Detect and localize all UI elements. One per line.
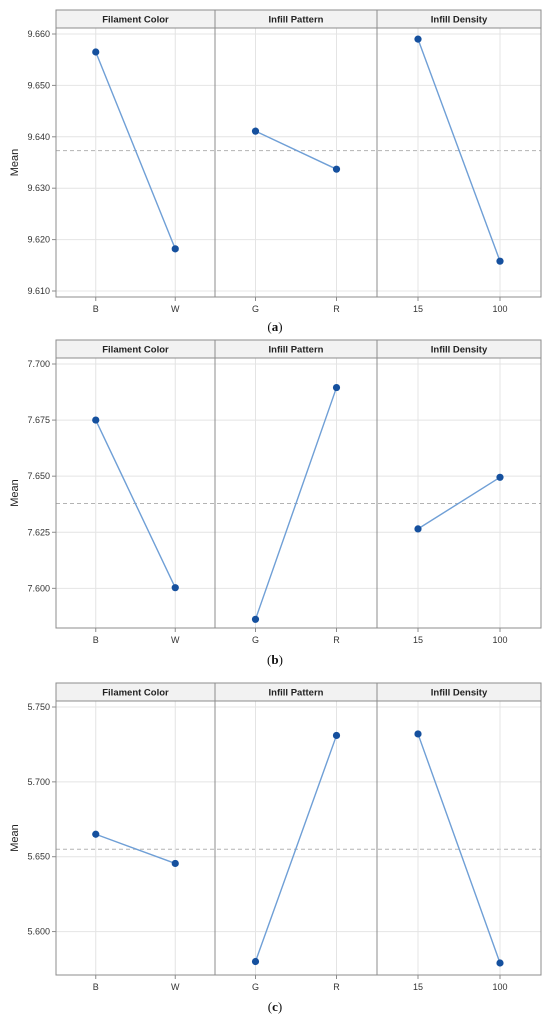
y-tick-label: 9.660 <box>27 29 50 39</box>
caption-close-paren: ) <box>278 319 282 334</box>
x-tick-label: B <box>93 304 99 314</box>
x-tick-label: 15 <box>413 304 423 314</box>
y-tick-label: 7.650 <box>27 471 50 481</box>
series-line <box>417 38 501 262</box>
y-axis-label: Mean <box>9 824 21 852</box>
caption-close-paren: ) <box>279 652 283 667</box>
main-effects-chart-c: 5.600 5.650 5.700 5.750 Mean Filament Color B W… <box>9 682 542 1014</box>
data-point <box>332 165 341 173</box>
series-line <box>95 833 176 865</box>
data-point <box>251 957 260 966</box>
data-point <box>92 416 100 424</box>
x-tick-label: G <box>252 635 259 645</box>
x-tick-label: 15 <box>413 982 423 992</box>
x-tick-label: 100 <box>492 635 507 645</box>
x-tick-label: 100 <box>492 304 507 314</box>
data-point <box>496 257 504 265</box>
x-tick-label: R <box>333 304 340 314</box>
y-tick-label: 7.600 <box>27 583 50 593</box>
panel-title: Filament Color <box>102 15 169 26</box>
data-point <box>92 48 100 56</box>
panel-title: Infill Pattern <box>269 345 324 356</box>
x-tick-label: W <box>171 635 180 645</box>
y-tick-label: 5.700 <box>27 777 50 787</box>
caption-open-paren: ( <box>267 319 271 334</box>
panel-frame-3 <box>376 700 542 976</box>
data-point <box>496 473 504 481</box>
panel-title: Infill Pattern <box>269 15 324 26</box>
caption-letter: b <box>271 652 278 667</box>
x-tick-label: 100 <box>492 982 507 992</box>
panel-frame-1 <box>55 27 216 298</box>
data-point <box>496 959 504 967</box>
x-tick-label: W <box>171 304 180 314</box>
data-point <box>251 127 260 135</box>
series-line <box>417 476 501 530</box>
series-line <box>95 51 176 250</box>
y-axis-label: Mean <box>9 479 21 507</box>
series-line <box>255 130 337 170</box>
data-point <box>332 731 341 740</box>
x-tick-label: G <box>252 304 259 314</box>
y-axis-label: Mean <box>9 149 21 177</box>
panel-title: Infill Pattern <box>269 688 324 699</box>
y-tick-label: 5.600 <box>27 927 50 937</box>
data-point <box>414 525 422 533</box>
x-tick-label: R <box>333 982 340 992</box>
panel-frame-2 <box>214 700 378 976</box>
panel-title: Filament Color <box>102 345 169 356</box>
y-tick-label: 7.675 <box>27 415 50 425</box>
figure-caption: (a) <box>267 319 282 334</box>
y-tick-label: 9.650 <box>27 80 50 90</box>
panel-frame-2 <box>214 27 378 298</box>
panel-frame-1 <box>55 700 216 976</box>
y-tick-label: 9.640 <box>27 132 50 142</box>
y-tick-label: 9.610 <box>27 286 50 296</box>
panel-frame-3 <box>376 27 542 298</box>
data-point <box>414 35 422 43</box>
panel-title: Infill Density <box>431 688 488 699</box>
x-tick-label: B <box>93 635 99 645</box>
series-line <box>417 733 501 964</box>
y-tick-label: 5.750 <box>27 702 50 712</box>
x-tick-label: R <box>333 635 340 645</box>
panel-frame-1 <box>55 357 216 629</box>
data-point <box>414 730 422 738</box>
data-point <box>92 830 100 838</box>
series-line <box>95 419 176 588</box>
data-point <box>251 615 260 623</box>
panel-title: Infill Density <box>431 15 488 26</box>
y-tick-label: 7.700 <box>27 359 50 369</box>
x-tick-label: B <box>93 982 99 992</box>
figure-caption: (b) <box>267 652 283 667</box>
series-line <box>254 387 338 620</box>
y-tick-label: 9.620 <box>27 235 50 245</box>
caption-letter: c <box>272 999 278 1014</box>
panel-title: Infill Density <box>431 345 488 356</box>
main-effects-chart-b: 7.600 7.625 7.650 7.675 7.700 Mean Filament Co… <box>9 339 542 667</box>
y-tick-label: 7.625 <box>27 527 50 537</box>
data-point <box>171 584 179 592</box>
caption-letter: a <box>272 319 279 334</box>
y-tick-label: 5.650 <box>27 852 50 862</box>
x-tick-label: W <box>171 982 180 992</box>
x-tick-label: G <box>252 982 259 992</box>
figure-caption: (c) <box>268 999 282 1014</box>
caption-open-paren: ( <box>267 652 271 667</box>
caption-close-paren: ) <box>278 999 282 1014</box>
panel-frame-2 <box>214 357 378 629</box>
panel-title: Filament Color <box>102 688 169 699</box>
data-point <box>171 245 179 253</box>
caption-open-paren: ( <box>268 999 272 1014</box>
data-point <box>171 859 179 868</box>
data-point <box>332 383 341 392</box>
main-effects-chart-a: 9.610 9.620 9.630 9.640 9.650 9.660 Mean Filame… <box>9 9 542 334</box>
y-tick-label: 9.630 <box>27 183 50 193</box>
panel-frame-3 <box>376 357 542 629</box>
x-tick-label: 15 <box>413 635 423 645</box>
series-line <box>254 735 338 962</box>
